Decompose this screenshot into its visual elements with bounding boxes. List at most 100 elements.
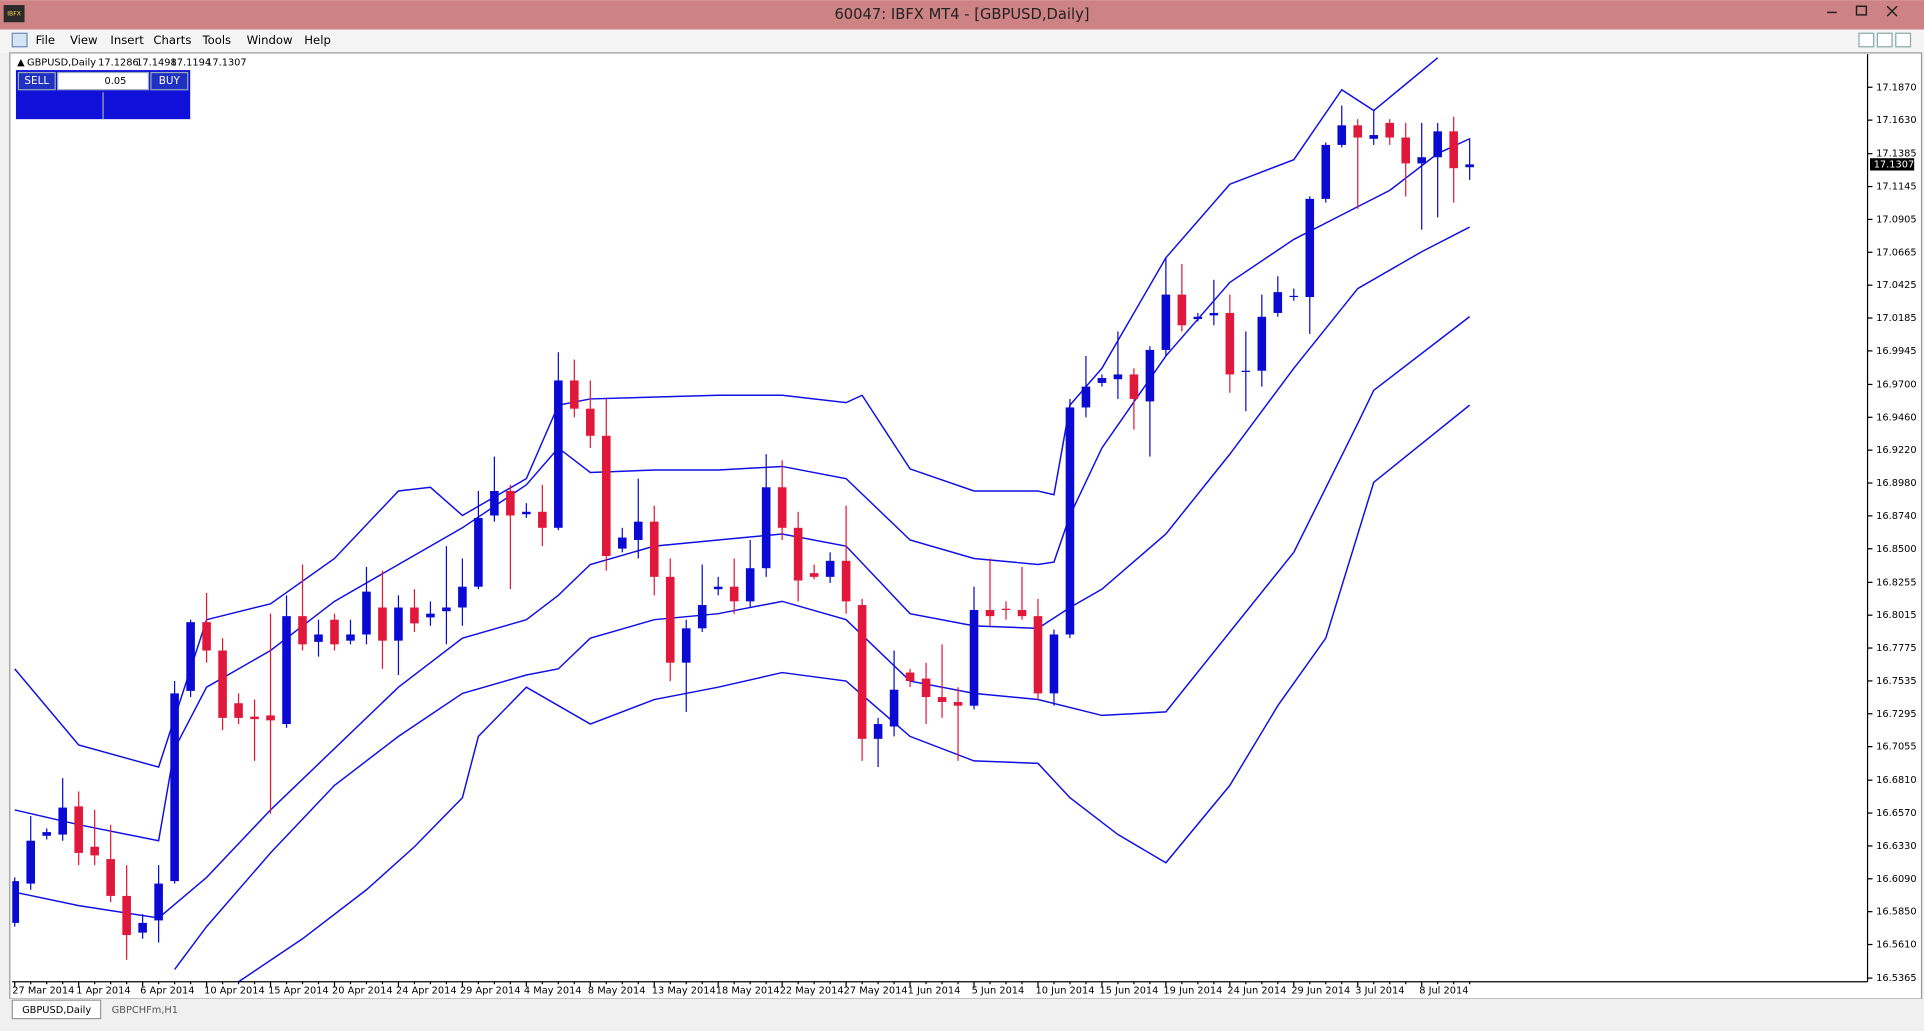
candle-body bbox=[506, 490, 515, 516]
x-tick-label: 8 May 2014 bbox=[588, 985, 646, 996]
candle-body bbox=[1273, 292, 1283, 313]
child-close[interactable] bbox=[1895, 32, 1912, 48]
band-line bbox=[174, 316, 1471, 970]
buy-button[interactable] bbox=[150, 71, 189, 91]
candle-body bbox=[170, 693, 179, 882]
y-tick-label: 16.9945 bbox=[1876, 346, 1917, 357]
candle-body bbox=[12, 881, 20, 923]
candle-body bbox=[1097, 377, 1107, 383]
candle-body bbox=[442, 607, 451, 612]
tab-active[interactable] bbox=[11, 999, 102, 1020]
candle-body bbox=[649, 521, 659, 577]
child-controls[interactable] bbox=[1858, 32, 1912, 48]
menu-item[interactable]: Window bbox=[247, 33, 293, 47]
candle-body bbox=[378, 607, 387, 641]
maximize[interactable] bbox=[1855, 5, 1868, 16]
candle-body bbox=[138, 922, 147, 933]
candle-body bbox=[985, 609, 995, 617]
candle-body bbox=[458, 586, 467, 608]
menu-item[interactable]: Charts bbox=[153, 33, 191, 47]
candle-body bbox=[1337, 125, 1347, 145]
last-price-label: 17.1307 bbox=[1874, 159, 1915, 170]
y-tick-label: 16.8500 bbox=[1876, 544, 1917, 555]
candle-body bbox=[697, 605, 707, 629]
candle-body bbox=[106, 859, 115, 896]
y-tick-label: 17.1870 bbox=[1876, 82, 1917, 93]
candle-body bbox=[1113, 374, 1123, 380]
x-tick-label: 24 Apr 2014 bbox=[396, 985, 457, 996]
candle-body bbox=[1449, 131, 1458, 169]
buy-label[interactable]: BUY bbox=[159, 75, 181, 87]
x-tick-label: 18 May 2014 bbox=[716, 985, 780, 996]
x-tick-label: 19 Jun 2014 bbox=[1163, 985, 1222, 996]
candle-body bbox=[1193, 316, 1203, 320]
menu-item[interactable]: File bbox=[36, 33, 55, 47]
x-tick-label: 8 Jul 2014 bbox=[1419, 985, 1468, 996]
chart-frame bbox=[9, 52, 1923, 1000]
child-restore[interactable] bbox=[1876, 32, 1893, 48]
candle-body bbox=[937, 697, 947, 703]
collapse-arrow[interactable] bbox=[17, 59, 25, 67]
y-tick-label: 17.0905 bbox=[1876, 214, 1917, 225]
y-tick-label: 17.1630 bbox=[1876, 115, 1917, 126]
y-tick-label: 16.6090 bbox=[1876, 874, 1917, 885]
candle-body bbox=[905, 672, 915, 682]
candle-body bbox=[1161, 294, 1171, 350]
x-tick-label: 29 Jun 2014 bbox=[1291, 985, 1350, 996]
y-tick-label: 16.6570 bbox=[1876, 808, 1917, 819]
y-tick-label: 16.7535 bbox=[1876, 676, 1917, 687]
candle-body bbox=[1065, 407, 1075, 635]
candle-body bbox=[873, 724, 883, 739]
candle-body bbox=[1129, 374, 1139, 399]
lot-input[interactable] bbox=[57, 71, 150, 91]
candle-body bbox=[857, 605, 867, 739]
candle-body bbox=[586, 408, 595, 436]
candle-body bbox=[554, 380, 563, 528]
app-icon-label: IBFX bbox=[7, 11, 21, 18]
y-tick-label: 16.6330 bbox=[1876, 841, 1917, 852]
candle-body bbox=[1001, 608, 1011, 610]
tab-label[interactable]: GBPUSD,Daily bbox=[22, 1005, 91, 1016]
menu-item[interactable]: Help bbox=[304, 33, 331, 47]
window-controls[interactable] bbox=[1827, 5, 1898, 17]
x-tick-label: 13 May 2014 bbox=[652, 985, 716, 996]
menu-item[interactable]: Tools bbox=[201, 33, 231, 47]
y-tick-label: 16.9220 bbox=[1876, 445, 1917, 456]
x-tick-label: 10 Apr 2014 bbox=[204, 985, 265, 996]
y-tick-label: 17.0425 bbox=[1876, 280, 1917, 291]
candle-body bbox=[426, 613, 435, 618]
candle-body bbox=[841, 560, 851, 602]
y-tick-label: 16.6810 bbox=[1876, 775, 1917, 786]
x-tick-label: 4 May 2014 bbox=[524, 985, 582, 996]
candle-body bbox=[921, 678, 931, 698]
candle-body bbox=[250, 716, 259, 720]
candle-body bbox=[1177, 294, 1187, 326]
menu-item[interactable]: Insert bbox=[110, 33, 144, 47]
y-tick-label: 16.8740 bbox=[1876, 511, 1917, 522]
candle-body bbox=[1049, 634, 1059, 694]
sell-button[interactable] bbox=[17, 71, 56, 91]
menu-item[interactable]: View bbox=[70, 33, 98, 47]
doc-icon bbox=[11, 32, 28, 48]
candle-body bbox=[186, 622, 195, 691]
close[interactable] bbox=[1886, 5, 1898, 17]
x-tick-label: 15 Apr 2014 bbox=[268, 985, 329, 996]
sell-label[interactable]: SELL bbox=[24, 75, 49, 87]
app-icon bbox=[3, 5, 25, 23]
candle-body bbox=[266, 715, 275, 721]
x-tick-label: 1 Apr 2014 bbox=[76, 985, 130, 996]
tab-label[interactable]: GBPCHFm,H1 bbox=[112, 1005, 178, 1016]
candle-body bbox=[362, 591, 371, 635]
child-min[interactable] bbox=[1858, 32, 1875, 48]
x-tick-label: 1 Jun 2014 bbox=[908, 985, 961, 996]
candle-body bbox=[330, 619, 339, 645]
candle-body bbox=[1033, 616, 1043, 694]
lot-value[interactable]: 0.05 bbox=[105, 76, 127, 87]
candle-body bbox=[26, 840, 36, 884]
last-price-box bbox=[1870, 158, 1915, 171]
y-tick-label: 17.1145 bbox=[1876, 182, 1917, 193]
y-tick-label: 16.7775 bbox=[1876, 643, 1917, 654]
y-tick-label: 16.7295 bbox=[1876, 709, 1917, 720]
plot bbox=[12, 57, 1474, 982]
